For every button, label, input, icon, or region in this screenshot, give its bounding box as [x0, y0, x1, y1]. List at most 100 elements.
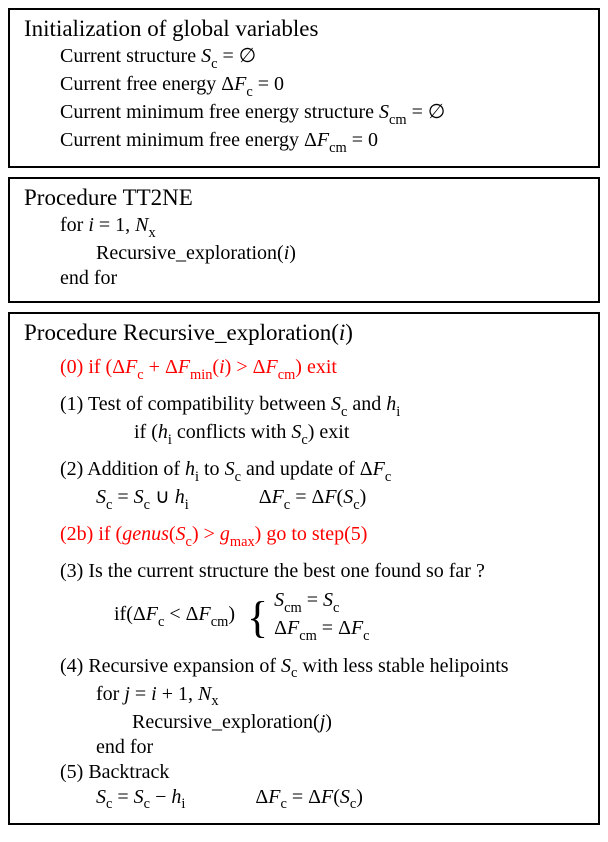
tt2ne-title: Procedure TT2NE: [24, 185, 584, 211]
var: S: [134, 786, 144, 808]
subscript: i: [181, 796, 185, 812]
case-column: Scm = Sc ΔFcm = ΔFc: [274, 588, 369, 645]
step-2b: (2b) if (genus(Sc) > gmax) go to step(5): [24, 522, 584, 550]
var: F: [272, 486, 284, 508]
text: Current minimum free energy Δ: [60, 129, 317, 151]
text: conflicts with: [172, 421, 291, 443]
var: S: [331, 393, 341, 415]
subscript: c: [106, 497, 112, 513]
step-4-endfor: end for: [24, 735, 584, 760]
var: F: [317, 129, 329, 151]
subscript: c: [144, 796, 150, 812]
var: S: [323, 589, 333, 611]
eq-left: Sc = Sc ∪ hi: [96, 485, 189, 513]
text: = 0: [347, 129, 378, 151]
text: (: [169, 523, 176, 545]
var: S: [201, 45, 211, 67]
text: = Δ: [290, 486, 324, 508]
step-1: (1) Test of compatibility between Sc and…: [24, 392, 584, 420]
var: S: [291, 421, 301, 443]
text: ): [325, 711, 332, 733]
text: Recursive_exploration(: [96, 242, 284, 264]
subscript: c: [353, 497, 359, 513]
case-1: Scm = Sc: [274, 588, 369, 616]
subscript: x: [211, 693, 218, 709]
text: < Δ: [164, 603, 198, 625]
text: (1) Test of compatibility between: [60, 393, 331, 415]
eq-right: ΔFc = ΔF(Sc): [259, 485, 367, 513]
text: with less stable helipoints: [297, 655, 508, 677]
subscript: cm: [278, 367, 296, 383]
step-5-eq: Sc = Sc − hi ΔFc = ΔF(Sc): [24, 785, 584, 813]
subscript: cm: [299, 628, 317, 644]
subscript: c: [301, 432, 307, 448]
subscript: cm: [211, 614, 229, 630]
text: if (: [134, 421, 158, 443]
var: F: [287, 617, 299, 639]
text: ): [356, 786, 363, 808]
var: h: [171, 786, 181, 808]
recursive-box: Procedure Recursive_exploration(i) (0) i…: [8, 312, 600, 825]
step-0: (0) if (ΔFc + ΔFmin(i) > ΔFcm) exit: [24, 355, 584, 383]
step-3: (3) Is the current structure the best on…: [24, 559, 584, 584]
eq-left: Sc = Sc − hi: [96, 785, 185, 813]
text: + Δ: [144, 356, 178, 378]
gap: [185, 785, 255, 813]
var: F: [265, 356, 277, 378]
var: h: [175, 486, 185, 508]
init-line-2: Current free energy ΔFc = 0: [24, 72, 584, 100]
var: F: [146, 603, 158, 625]
text: −: [150, 786, 171, 808]
var: S: [281, 655, 291, 677]
text: =: [302, 589, 323, 611]
var: S: [343, 486, 353, 508]
step-4-for: for j = i + 1, Nx: [24, 682, 584, 710]
text: ): [345, 320, 353, 345]
var: h: [386, 393, 396, 415]
subscript: c: [106, 796, 112, 812]
subscript: x: [149, 225, 156, 241]
text: = Δ: [317, 617, 351, 639]
text: for: [96, 683, 124, 705]
var: S: [96, 486, 106, 508]
step-4: (4) Recursive expansion of Sc with less …: [24, 654, 584, 682]
text: Δ: [274, 617, 287, 639]
subscript: c: [350, 796, 356, 812]
text: and update of Δ: [241, 458, 373, 480]
subscript: i: [185, 497, 189, 513]
var: S: [96, 786, 106, 808]
subscript: i: [195, 469, 199, 485]
var: F: [268, 786, 280, 808]
init-line-1: Current structure Sc = ∅: [24, 44, 584, 72]
var: F: [321, 786, 333, 808]
subscript: c: [363, 628, 369, 644]
text: = ∅: [217, 45, 256, 67]
text: Current minimum free energy structure: [60, 101, 379, 123]
call-line: Recursive_exploration(i): [24, 241, 584, 266]
endfor-line: end for: [24, 266, 584, 291]
subscript: c: [158, 614, 164, 630]
subscript: c: [341, 404, 347, 420]
subscript: c: [137, 367, 143, 383]
var: F: [373, 458, 385, 480]
var: S: [134, 486, 144, 508]
subscript: c: [291, 665, 297, 681]
text: ∪: [150, 486, 175, 508]
text: ) >: [192, 523, 220, 545]
text: (2) Addition of: [60, 458, 185, 480]
text: (4) Recursive expansion of: [60, 655, 281, 677]
var: F: [125, 356, 137, 378]
text: = 1,: [94, 214, 135, 236]
subscript: min: [190, 367, 212, 383]
step-3-if: if(ΔFc < ΔFcm): [114, 602, 235, 630]
text: ) go to step(5): [255, 523, 368, 545]
text: = ∅: [407, 101, 446, 123]
subscript: c: [186, 534, 192, 550]
var: F: [178, 356, 190, 378]
text: Procedure Recursive_exploration(: [24, 320, 339, 345]
subscript: c: [284, 497, 290, 513]
text: (2b) if (: [60, 523, 122, 545]
var: g: [220, 523, 230, 545]
subscript: c: [235, 469, 241, 485]
subscript: c: [385, 469, 391, 485]
